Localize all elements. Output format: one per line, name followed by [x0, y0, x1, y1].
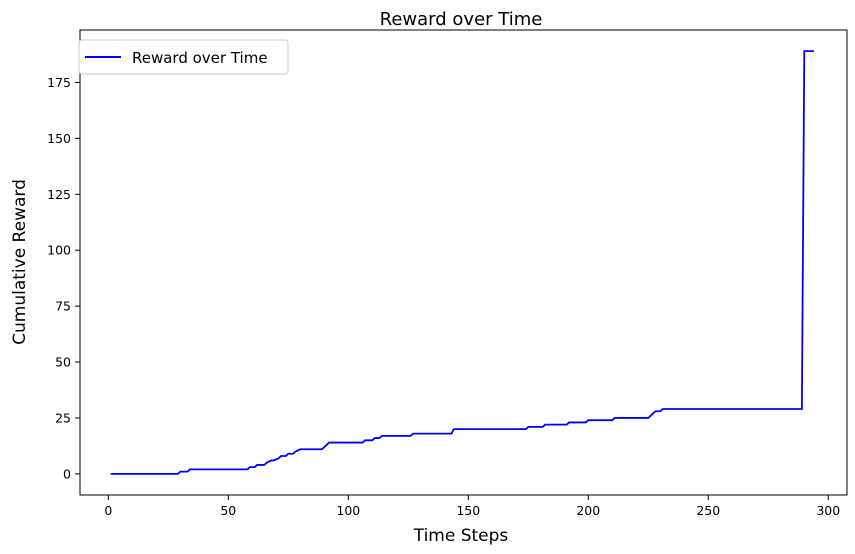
- y-tick-label: 100: [47, 243, 71, 258]
- y-tick-label: 125: [47, 187, 71, 202]
- x-tick-label: 250: [696, 503, 720, 518]
- y-tick-label: 25: [55, 410, 71, 425]
- y-tick-label: 0: [63, 466, 71, 481]
- x-tick-label: 300: [816, 503, 840, 518]
- legend-box: [78, 39, 289, 75]
- y-axis-label: Cumulative Reward: [10, 179, 30, 345]
- x-tick-label: 150: [456, 503, 480, 518]
- y-tick-label: 50: [55, 355, 71, 370]
- plot-area: 0 50 100 150 200 250 300 0 25 50 75 100 125 150 175: [47, 29, 848, 518]
- plot-frame: [79, 29, 848, 496]
- y-tick-label: 75: [55, 299, 71, 314]
- series-line: [110, 50, 814, 475]
- y-axis: 0 25 50 75 100 125 150 175: [47, 75, 80, 481]
- x-tick-label: 0: [104, 503, 112, 518]
- chart-title: Reward over Time: [380, 9, 543, 30]
- x-axis: 0 50 100 150 200 250 300: [104, 495, 840, 518]
- x-axis-label: Time Steps: [413, 526, 509, 546]
- x-tick-label: 100: [336, 503, 360, 518]
- x-tick-label: 50: [220, 503, 236, 518]
- y-tick-label: 175: [47, 75, 71, 90]
- legend: Reward over Time: [78, 39, 289, 75]
- y-tick-label: 150: [47, 131, 71, 146]
- legend-label: Reward over Time: [132, 49, 268, 67]
- x-tick-label: 200: [576, 503, 600, 518]
